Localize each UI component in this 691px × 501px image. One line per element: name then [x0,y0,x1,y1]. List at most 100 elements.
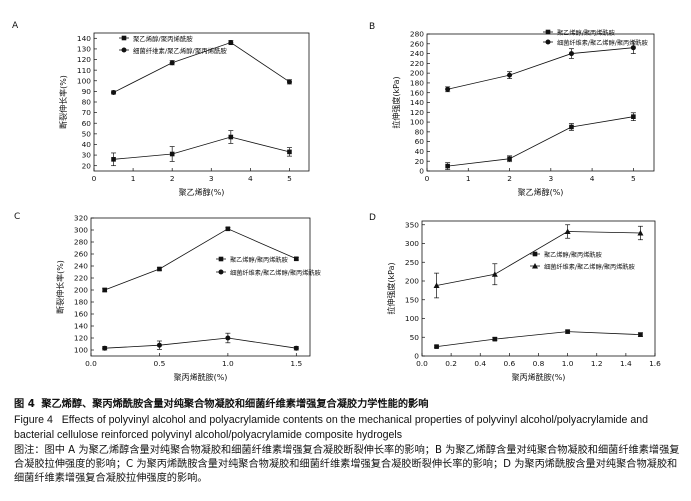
legend-label-a: 细菌纤维素/聚乙烯醇/聚丙烯酰胺 [133,46,227,55]
data-point-b [630,45,636,51]
x-tick-label-c: 1.0 [222,359,234,368]
data-point-b [569,124,574,130]
data-point-c [102,345,108,351]
y-tick-label-b: 20 [415,157,425,166]
series-line-b-0 [447,116,634,167]
y-tick-label-b: 100 [410,118,424,127]
x-tick-label-d: 1.6 [649,359,661,368]
x-tick-label-d: 0.6 [503,359,515,368]
y-tick-label-b: 240 [410,49,424,58]
x-tick-label-c: 1.5 [290,359,302,368]
plot-frame-c [90,217,311,357]
y-tick-label-a: 80 [82,98,92,107]
x-tick-label-d: 1.2 [591,359,603,368]
y-tick-label-b: 200 [410,69,424,78]
data-point-a [169,60,175,66]
x-tick-label-d: 1.0 [562,359,574,368]
y-tick-label-b: 180 [410,79,424,88]
series-line-a-0 [113,136,290,160]
y-tick-label-d: 0 [414,352,419,361]
y-tick-label-a: 60 [82,119,92,128]
legend-marker-c [218,269,224,275]
x-tick-label-d: 0.8 [533,359,545,368]
series-line-c-0 [104,228,297,291]
series-line-c-1 [104,337,297,349]
data-point-a [287,149,292,155]
x-tick-label-a: 5 [287,174,292,183]
data-point-b [445,86,451,92]
data-point-b [507,156,512,162]
y-tick-label-d: 150 [405,295,419,304]
y-tick-label-a: 140 [77,34,91,43]
y-tick-label-a: 130 [77,45,91,54]
y-axis-title-b: 拉伸强度(kPa) [391,76,401,128]
data-point-d [564,228,571,234]
x-tick-label-c: 0.5 [154,359,166,368]
y-tick-label-a: 90 [82,87,92,96]
legend-marker-d [532,251,538,257]
y-tick-label-c: 320 [74,214,88,223]
y-tick-label-d: 250 [405,258,419,267]
y-tick-label-c: 120 [74,334,88,343]
caption-cn-title: 聚乙烯醇、聚丙烯酰胺含量对纯聚合物凝胶和细菌纤维素增强复合凝胶力学性能的影响 [41,399,429,410]
x-tick-label-d: 0.0 [416,359,428,368]
x-tick-label-a: 4 [248,174,253,183]
x-tick-label-d: 0.2 [445,359,457,368]
data-point-a [228,134,234,140]
x-tick-label-b: 3 [548,174,553,183]
y-tick-label-a: 110 [77,66,91,75]
data-point-d [434,344,439,349]
y-tick-label-b: 220 [410,59,424,68]
data-point-b [568,51,574,57]
x-tick-label-b: 4 [590,174,595,183]
y-tick-label-c: 300 [74,226,88,235]
y-tick-label-c: 240 [74,262,88,271]
x-axis-title-a: 聚乙烯醇(%) [179,187,225,197]
data-point-a [111,157,116,162]
caption-en-line1: Figure 4 Effects of polyvinyl alcohol an… [14,413,682,427]
x-tick-label-b: 5 [631,174,636,183]
y-tick-label-c: 260 [74,250,88,259]
data-point-c [225,335,231,341]
x-tick-label-b: 1 [466,174,471,183]
data-point-a [169,151,175,157]
legend-marker-a [121,47,127,53]
data-point-d [565,329,570,334]
data-point-a [228,40,234,46]
x-tick-label-d: 1.4 [620,359,632,368]
caption-cn: 图 4 聚乙烯醇、聚丙烯酰胺含量对纯聚合物凝胶和细菌纤维素增强复合凝胶力学性能的… [14,398,682,412]
y-tick-label-a: 70 [82,108,92,117]
series-line-d-0 [436,331,641,348]
panel-label-a: A [12,21,19,31]
y-tick-label-d: 100 [405,314,419,323]
x-tick-label-a: 0 [92,174,97,183]
y-axis-title-c: 断裂伸长率(%) [55,260,65,314]
legend-label-c: 聚乙烯醇/聚丙烯酰胺 [230,256,288,264]
legend-marker-b [545,29,551,35]
caption-cn-number: 图 4 [14,399,35,410]
data-point-d [637,230,644,236]
y-tick-label-b: 0 [419,167,424,176]
caption-en-line2: bacterial cellulose reinforced polyvinyl… [14,428,682,442]
data-point-c [157,266,162,272]
plot-frame-b [426,33,655,172]
data-point-c [294,256,299,262]
y-tick-label-c: 200 [74,286,88,295]
data-point-d [492,336,498,342]
series-line-d-1 [436,231,641,286]
y-tick-label-a: 120 [77,55,91,64]
y-tick-label-a: 50 [82,129,92,138]
legend-marker-a [121,35,127,41]
y-tick-label-c: 220 [74,274,88,283]
y-tick-label-d: 350 [405,220,419,229]
y-tick-label-a: 30 [82,151,92,160]
x-tick-label-d: 0.4 [474,359,486,368]
data-point-a [111,89,117,95]
legend-label-b: 细菌纤维素/聚乙烯醇/聚丙烯酰胺 [557,39,648,47]
legend-label-d: 细菌纤维素/聚乙烯醇/聚丙烯酰胺 [544,263,635,271]
y-tick-label-c: 160 [74,310,88,319]
y-tick-label-d: 50 [410,333,420,342]
legend-label-d: 聚乙烯醇/聚丙烯酰胺 [544,251,602,259]
y-tick-label-c: 100 [74,346,88,355]
x-tick-label-a: 3 [209,174,214,183]
